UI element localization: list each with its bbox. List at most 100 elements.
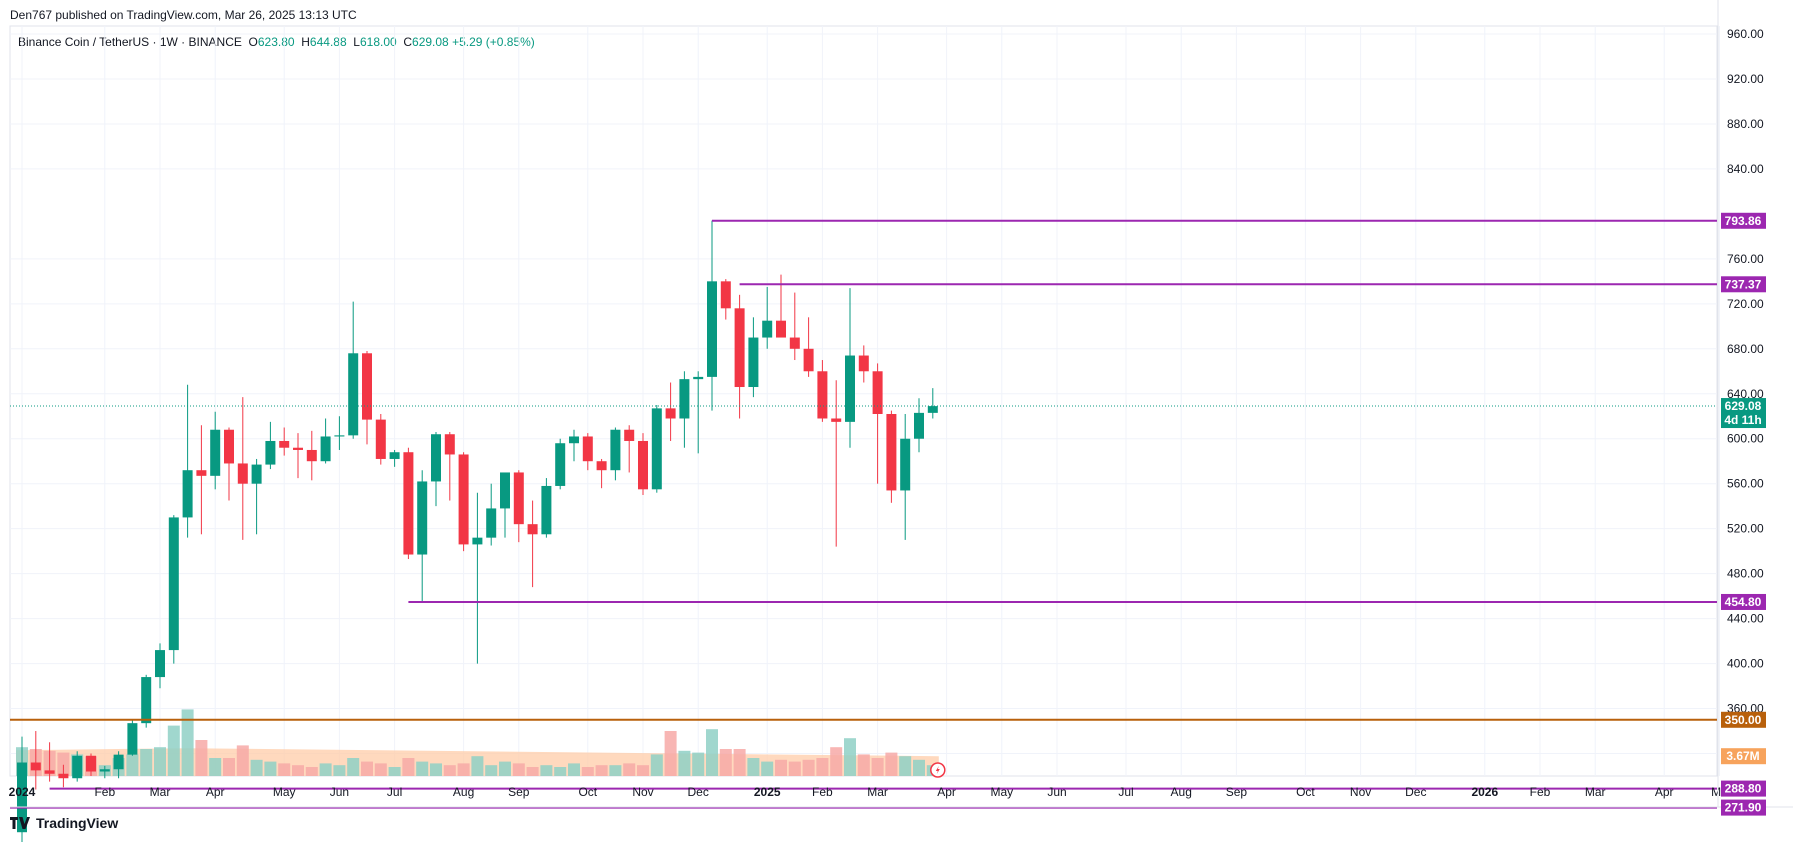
level-layer[interactable] <box>10 219 1717 809</box>
candle-body[interactable] <box>86 755 96 772</box>
symbol-title[interactable]: Binance Coin / TetherUS · 1W · BINANCE <box>18 35 242 49</box>
candle-body[interactable] <box>679 379 690 419</box>
candle-body[interactable] <box>224 429 234 464</box>
candle-body[interactable] <box>817 371 828 419</box>
volume-bar <box>775 759 787 776</box>
axis-layer[interactable]: 320.00360.00400.00440.00480.00520.00560.… <box>9 0 1793 816</box>
candle-body[interactable] <box>417 481 428 555</box>
candle-body[interactable] <box>279 440 290 448</box>
chart-grid <box>9 25 1720 777</box>
candle-body[interactable] <box>513 472 524 525</box>
candle-body[interactable] <box>582 436 593 462</box>
volume-bar <box>637 765 649 776</box>
candle-body[interactable] <box>762 320 773 338</box>
x-tick-label: Aug <box>453 785 474 799</box>
x-tick-label: Dec <box>688 785 709 799</box>
candle-body[interactable] <box>320 436 331 462</box>
candle-body[interactable] <box>858 355 869 372</box>
candle-body[interactable] <box>900 438 911 491</box>
candle-body[interactable] <box>113 754 124 770</box>
volume-bar <box>554 767 567 776</box>
candle-body[interactable] <box>569 436 579 444</box>
candle-body[interactable] <box>693 376 704 380</box>
candle-body[interactable] <box>127 723 138 755</box>
candle-body[interactable] <box>362 353 372 420</box>
level-price-badge[interactable] <box>1721 799 1766 816</box>
candle-body[interactable] <box>58 773 69 779</box>
candle-body[interactable] <box>624 429 635 441</box>
level-price-badge[interactable] <box>1721 711 1766 728</box>
candle-body[interactable] <box>431 434 441 482</box>
candle-body[interactable] <box>665 408 676 419</box>
candle-body[interactable] <box>720 281 731 309</box>
volume-bar <box>347 758 360 776</box>
candle-body[interactable] <box>803 348 814 372</box>
candle-body[interactable] <box>500 472 510 509</box>
footer-brand[interactable]: TradingView <box>10 815 118 831</box>
candle-body[interactable] <box>555 443 566 486</box>
level-price-badge[interactable] <box>1721 212 1766 229</box>
candle-body[interactable] <box>44 770 55 774</box>
candle-body[interactable] <box>845 355 855 422</box>
level-price-badge[interactable] <box>1721 593 1766 610</box>
level-price-badge[interactable] <box>1721 276 1766 293</box>
candle-body[interactable] <box>168 517 179 651</box>
candle-body[interactable] <box>293 447 303 450</box>
open-label: O <box>248 35 258 49</box>
candle-body[interactable] <box>17 762 27 833</box>
volume-bar <box>402 758 415 776</box>
candle-body[interactable] <box>458 454 469 545</box>
candle-body[interactable] <box>403 452 414 555</box>
level-price-badge[interactable] <box>1721 780 1766 797</box>
candle-body[interactable] <box>638 440 648 490</box>
candle-body[interactable] <box>72 755 83 779</box>
candle-body[interactable] <box>210 429 221 476</box>
current-price-badge[interactable] <box>1721 398 1766 429</box>
candle-body[interactable] <box>872 371 883 414</box>
candle-body[interactable] <box>748 337 759 388</box>
candle-body[interactable] <box>831 418 842 422</box>
candle-body[interactable] <box>789 337 800 349</box>
candle-body[interactable] <box>196 470 207 476</box>
x-tick-label: May <box>990 785 1013 799</box>
candle-body[interactable] <box>734 308 745 388</box>
candle-body[interactable] <box>265 440 276 465</box>
candle-body[interactable] <box>596 461 607 471</box>
candle-body[interactable] <box>375 419 386 459</box>
x-tick-label: Jun <box>1047 785 1066 799</box>
candle-body[interactable] <box>541 485 552 535</box>
volume-bar <box>678 750 691 776</box>
candle-body[interactable] <box>30 762 41 771</box>
candle-body[interactable] <box>651 408 662 490</box>
volume-bar <box>526 767 539 776</box>
volume-bar <box>236 745 249 776</box>
candle-body[interactable] <box>251 464 262 484</box>
candle-body[interactable] <box>348 353 359 436</box>
candle-layer[interactable] <box>17 220 938 842</box>
candle-body[interactable] <box>444 434 455 455</box>
candle-body[interactable] <box>182 470 193 518</box>
y-tick-label: 760.00 <box>1727 252 1764 266</box>
candle-body[interactable] <box>155 650 165 678</box>
candle-body[interactable] <box>99 769 110 772</box>
candle-body[interactable] <box>914 412 924 439</box>
chart-legend: Binance Coin / TetherUS · 1W · BINANCE O… <box>18 35 535 49</box>
candle-body[interactable] <box>886 413 897 491</box>
candle-body[interactable] <box>610 429 621 471</box>
candle-body[interactable] <box>486 508 497 538</box>
candle-body[interactable] <box>707 281 717 377</box>
volume-ma-badge[interactable] <box>1721 748 1766 765</box>
volume-bar <box>485 765 498 776</box>
candle-body[interactable] <box>389 452 400 459</box>
candle-body[interactable] <box>527 524 538 535</box>
candle-body[interactable] <box>306 449 317 462</box>
candle-body[interactable] <box>472 537 483 545</box>
volume-bar <box>844 738 856 776</box>
candle-body[interactable] <box>776 320 786 338</box>
candle-body[interactable] <box>334 435 345 437</box>
candle-body[interactable] <box>237 463 248 484</box>
candle-body[interactable] <box>927 406 938 413</box>
volume-bar <box>443 765 456 776</box>
candle-body[interactable] <box>141 677 152 724</box>
